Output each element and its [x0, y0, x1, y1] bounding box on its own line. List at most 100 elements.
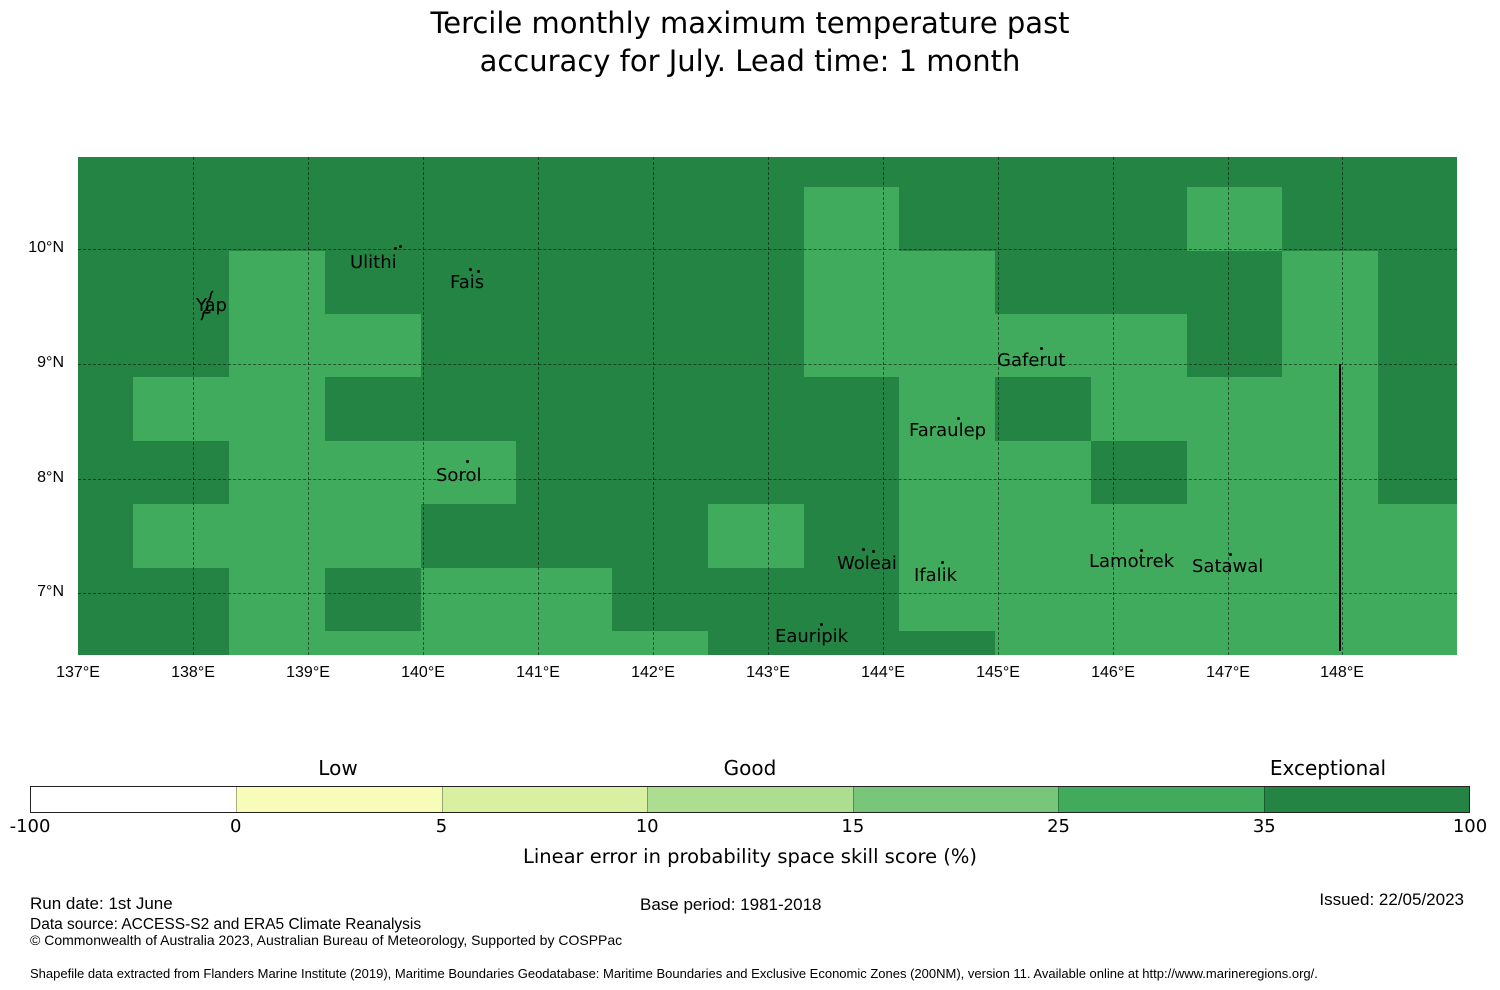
grid-line-horizontal [78, 249, 1457, 250]
map-cell [1187, 568, 1282, 631]
map-cell [516, 631, 612, 655]
colorbar-segment [31, 787, 237, 812]
map-plot-area: Yap Ulithi Fais Sorol Gaferut Faraulep Woleai I… [78, 157, 1457, 655]
colorbar-tick-label: 0 [229, 816, 242, 837]
island-marker-dot [820, 623, 823, 626]
map-cell [1282, 441, 1378, 504]
colorbar-segment [647, 787, 853, 812]
colorbar-category-label: Good [723, 756, 777, 780]
colorbar-axis-label: Linear error in probability space skill … [522, 845, 978, 868]
map-cell [995, 568, 1091, 631]
map-cell [229, 504, 325, 568]
island-marker-dot [957, 417, 960, 420]
x-tick-label: 137°E [56, 664, 100, 681]
grid-line-vertical [1342, 157, 1343, 655]
map-cell [325, 441, 421, 504]
map-cell [421, 441, 516, 504]
data-source-text: Data source: ACCESS-S2 and ERA5 Climate … [30, 916, 422, 933]
map-cell [1091, 504, 1187, 568]
map-cell [995, 314, 1091, 377]
map-cell [1282, 631, 1378, 655]
island-label-fais: Fais [450, 272, 485, 293]
colorbar-category-label: Exceptional [1269, 756, 1387, 780]
island-marker-dot [1229, 553, 1232, 556]
colorbar-tick-label: 25 [1047, 816, 1071, 837]
x-tick-label: 139°E [286, 664, 330, 681]
yap-island-outline [200, 290, 214, 321]
colorbar-tick-label: 10 [635, 816, 659, 837]
x-tick-label: 140°E [401, 664, 445, 681]
map-cell [325, 504, 421, 568]
map-cell [899, 251, 995, 314]
x-tick-label: 147°E [1206, 664, 1250, 681]
copyright-text: © Commonwealth of Australia 2023, Austra… [30, 932, 623, 948]
map-cell [325, 631, 421, 655]
map-cell [1187, 187, 1282, 251]
map-cell [1282, 568, 1378, 631]
x-tick-label: 145°E [976, 664, 1020, 681]
colorbar-tick-label: 35 [1252, 816, 1276, 837]
x-tick-label: 142°E [631, 664, 675, 681]
map-cell [229, 314, 325, 377]
map-cell [804, 314, 899, 377]
island-marker-dot [399, 245, 402, 248]
island-marker-dot [1140, 549, 1143, 552]
colorbar-segment [1263, 787, 1469, 812]
map-cell [899, 314, 995, 377]
map-cell [1282, 504, 1378, 568]
colorbar-segment [236, 787, 442, 812]
map-cell [899, 504, 995, 568]
map-cell [325, 314, 421, 377]
grid-line-vertical [538, 157, 539, 655]
map-cell [1091, 314, 1187, 377]
map-cell [899, 568, 995, 631]
map-cell [804, 187, 899, 251]
grid-line-horizontal [78, 364, 1457, 365]
map-cell [1282, 377, 1378, 441]
map-cell [1378, 568, 1457, 631]
issued-date-text: Issued: 22/05/2023 [1319, 890, 1464, 909]
map-cell [229, 568, 325, 631]
map-cell [1091, 568, 1187, 631]
colorbar-segment [1058, 787, 1264, 812]
grid-line-vertical [768, 157, 769, 655]
grid-line-vertical [883, 157, 884, 655]
map-cell [1282, 314, 1378, 377]
grid-line-vertical [653, 157, 654, 655]
map-cell [229, 631, 325, 655]
map-cell [1378, 504, 1457, 568]
map-cell [708, 504, 804, 568]
map-cell [1187, 377, 1282, 441]
map-cell [1187, 441, 1282, 504]
x-tick-label: 141°E [516, 664, 560, 681]
grid-line-horizontal [78, 479, 1457, 480]
colorbar-segment [441, 787, 648, 812]
grid-line-vertical [308, 157, 309, 655]
y-tick-label: 10°N [28, 239, 64, 256]
island-label-faraulep: Faraulep [909, 420, 987, 441]
map-cell [1187, 631, 1282, 655]
map-cell [899, 441, 995, 504]
island-label-yap: Yap [196, 295, 227, 316]
colorbar-tick-label: 100 [1452, 816, 1488, 837]
grid-line-vertical [1228, 157, 1229, 655]
colorbar-category-label: Low [318, 756, 358, 780]
base-period-text: Base period: 1981-2018 [640, 895, 822, 914]
colorbar-tick-label: 5 [435, 816, 448, 837]
island-label-gaferut: Gaferut [997, 350, 1066, 371]
island-marker-dot [477, 270, 480, 273]
shapefile-note-text: Shapefile data extracted from Flanders M… [30, 966, 1318, 981]
map-cell [516, 568, 612, 631]
map-cell [995, 441, 1091, 504]
island-marker-dot [394, 247, 397, 250]
map-cell [1378, 631, 1457, 655]
chart-title-line1: Tercile monthly maximum temperature past [430, 6, 1070, 40]
island-marker-dot [862, 548, 865, 551]
map-cell [421, 631, 516, 655]
map-cell [133, 504, 229, 568]
map-cell [229, 251, 325, 314]
island-marker-dot [1040, 347, 1043, 350]
island-label-ulithi: Ulithi [350, 252, 397, 273]
y-tick-label: 8°N [37, 469, 64, 486]
